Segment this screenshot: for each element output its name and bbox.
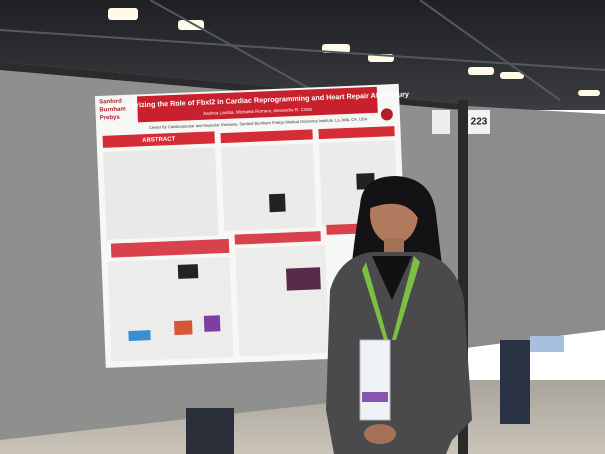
number-card — [468, 110, 490, 134]
figure-block — [107, 256, 234, 362]
title-band — [136, 86, 378, 123]
text-block — [103, 147, 219, 240]
section-header — [102, 131, 215, 148]
background-person — [186, 408, 234, 454]
board-post — [458, 100, 468, 454]
section-title: ABSTRACT — [142, 137, 176, 144]
board-number: 223 — [471, 117, 488, 128]
poster-board — [466, 106, 605, 348]
section-header — [110, 238, 230, 258]
university-seal — [380, 108, 393, 121]
ceiling-truss — [0, 0, 605, 101]
heatmap — [203, 315, 221, 332]
poster-authors: Aashna Lamba, Michaela Romero, Alexandre… — [203, 107, 313, 116]
person — [326, 176, 472, 454]
heatmap — [173, 320, 193, 336]
badge — [359, 339, 391, 421]
logo-text: Burnham — [99, 106, 126, 113]
background-person — [530, 336, 564, 352]
figure-block — [235, 245, 330, 357]
microscopy-image — [268, 193, 286, 213]
section-header — [234, 231, 321, 245]
background-person — [500, 340, 530, 424]
bar-figure — [128, 330, 151, 341]
note-card — [432, 110, 450, 134]
microscopy-image — [177, 264, 199, 279]
section-header — [220, 129, 313, 144]
figure-block — [221, 143, 317, 232]
heatmap — [285, 267, 321, 291]
section-header — [318, 126, 395, 140]
logo-text: Prebys — [100, 115, 121, 122]
ceiling-lights — [108, 8, 600, 96]
logo-text: Sanford — [99, 99, 122, 106]
